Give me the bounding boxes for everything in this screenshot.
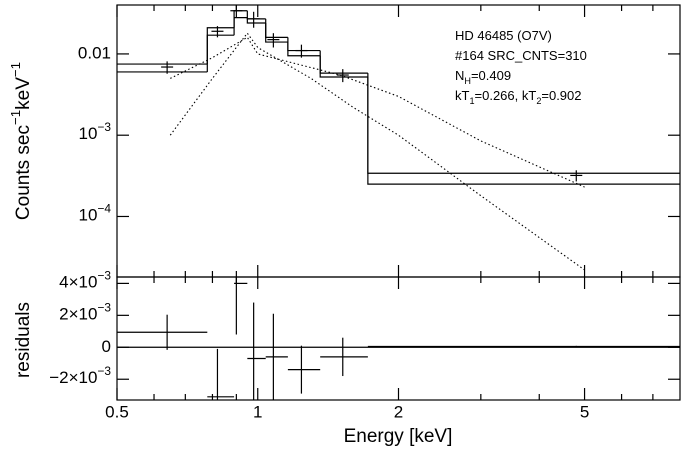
y-tick-label: 10−4: [79, 202, 112, 225]
x-tick-label: 5: [580, 402, 589, 421]
annotation-script: H: [464, 76, 471, 86]
x-axis-label: Energy [keV]: [344, 426, 453, 447]
annotation-script: 1: [469, 96, 474, 106]
residual-axis-label: residuals: [13, 302, 34, 378]
bottom-frame: [116, 276, 681, 401]
data-step: [206, 27, 235, 65]
model-step: [246, 17, 266, 24]
y-axis-label-part: keV: [13, 77, 34, 110]
annotation-script: 2: [536, 96, 541, 106]
model-step: [319, 55, 368, 78]
annotation-part: =0.902: [541, 88, 581, 103]
data-step: [265, 18, 288, 38]
annotation-part: #164 SRC_CNTS=310: [455, 48, 587, 63]
y2-tick-label: 0: [102, 337, 111, 356]
y2-tick-label-base: 2×10: [59, 305, 97, 324]
annotation-part: =0.266, kT: [475, 88, 537, 103]
y-tick-label-exp: −4: [97, 202, 111, 216]
annotation-part: kT: [455, 88, 470, 103]
annotation-part: =0.409: [471, 68, 511, 83]
annotation-part: HD 46485 (O7V): [455, 28, 552, 43]
x-tick-label: 1: [253, 402, 262, 421]
model-step: [206, 34, 235, 72]
data-step: [319, 50, 368, 74]
model-step: [233, 16, 248, 36]
x-tick-label: 0.5: [105, 402, 129, 421]
y-tick-label-exp: −3: [97, 120, 111, 134]
y2-tick-label-exp: −3: [97, 269, 111, 283]
y2-tick-label-exp: −3: [97, 300, 111, 314]
model-step: [265, 23, 288, 43]
component-curve: [170, 36, 585, 188]
model-step: [367, 77, 680, 185]
annotation: #164 SRC_CNTS=310: [455, 48, 587, 63]
annotation-part: N: [455, 68, 464, 83]
annotation: kT1=0.266, kT2=0.902: [455, 88, 582, 106]
y2-tick-label-exp: −3: [97, 364, 111, 378]
annotation: NH=0.409: [455, 68, 511, 86]
y-axis-label: Counts sec−1keV−1: [8, 62, 34, 220]
y2-tick-label-base: −2×10: [49, 369, 97, 388]
y-axis-label-script: −1: [8, 62, 23, 77]
y-axis-label-script: −1: [8, 110, 23, 125]
y-tick-label-base: 10: [79, 125, 98, 144]
y-tick-label: 0.01: [78, 43, 111, 62]
data-step: [287, 37, 321, 52]
data-step: [246, 10, 266, 20]
x-tick-label: 2: [394, 402, 403, 421]
y-tick-label: 10−3: [79, 120, 112, 143]
y2-tick-label: 2×10−3: [59, 300, 111, 323]
component-curve: [169, 32, 585, 271]
top-frame: [116, 4, 681, 278]
annotation: HD 46485 (O7V): [455, 28, 552, 43]
y-axis-label-part: Counts sec: [13, 125, 34, 220]
model-step: [287, 42, 321, 57]
y2-tick-label: −2×10−3: [49, 364, 111, 387]
y2-tick-label-base: 4×10: [59, 273, 97, 292]
y-tick-label-base: 10: [79, 206, 98, 225]
y2-tick-label: 4×10−3: [59, 269, 111, 292]
